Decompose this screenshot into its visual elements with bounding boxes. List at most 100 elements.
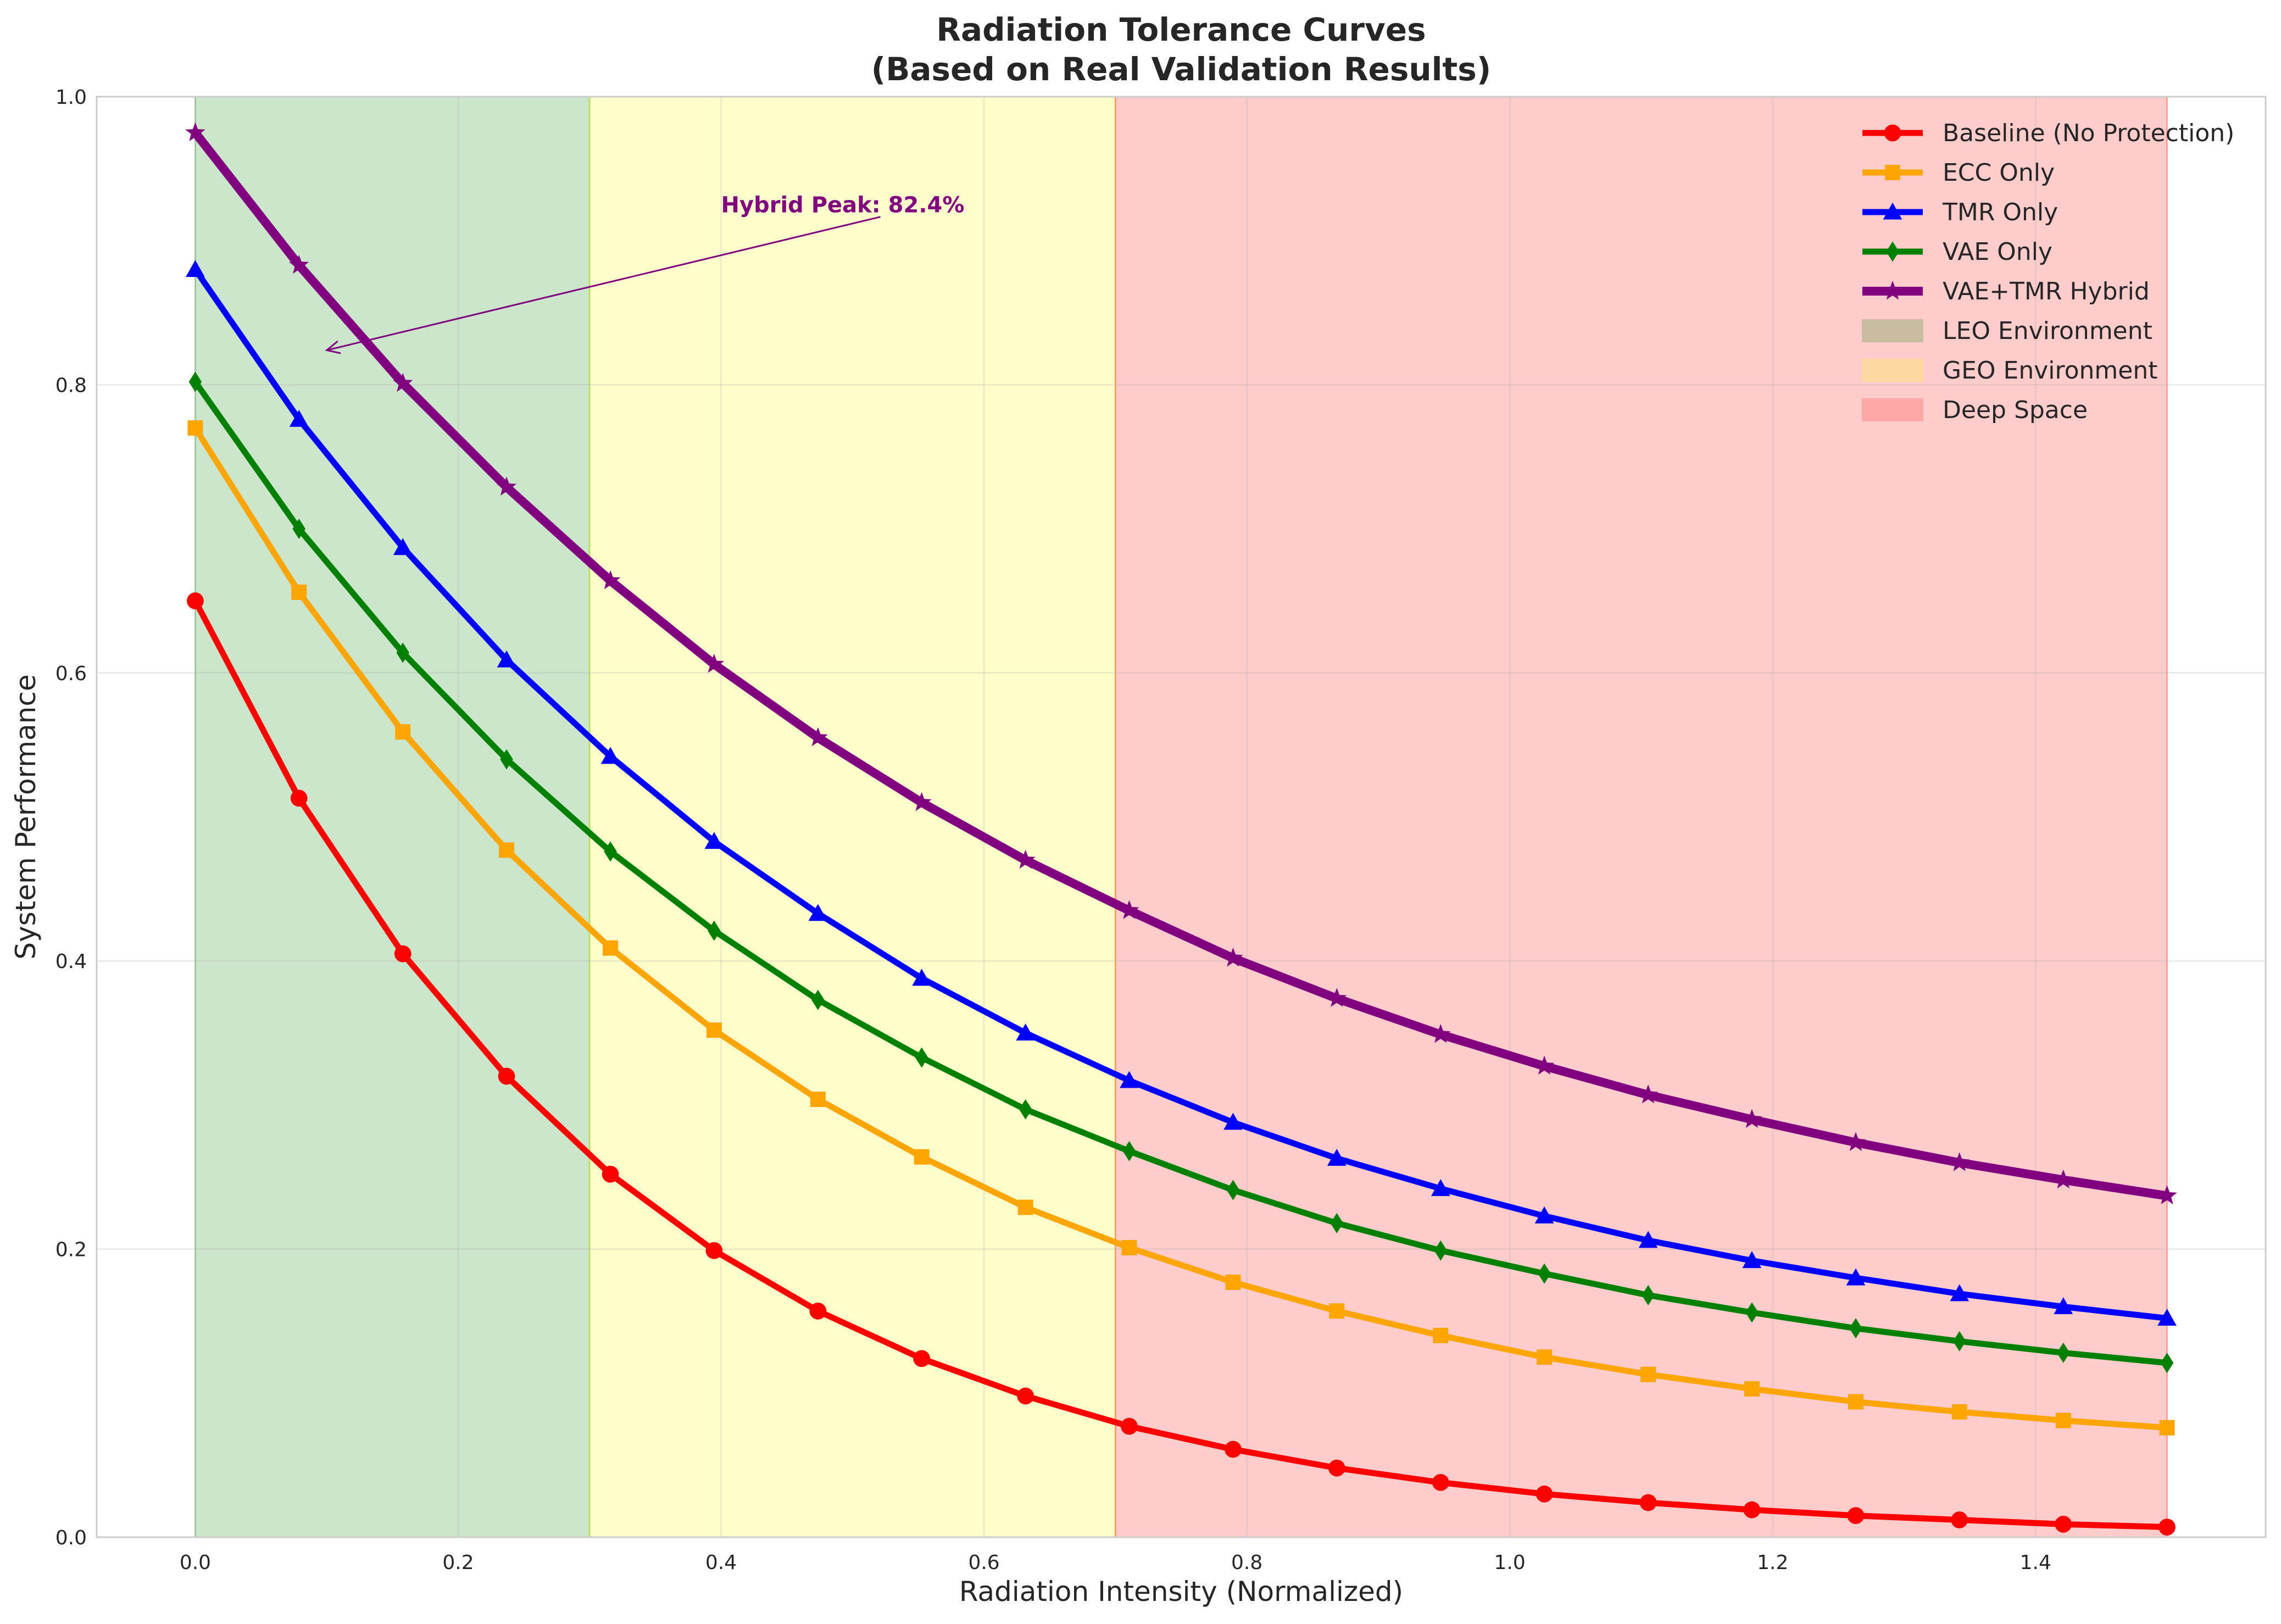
series-2-point-12 [1329, 1303, 1345, 1319]
series-3-point-4 [497, 650, 516, 668]
series-3-point-7 [808, 904, 828, 921]
x-tick-label-7: 1.4 [2020, 1551, 2051, 1574]
y-tick-label-3: 0.6 [55, 663, 87, 685]
series-2-point-20 [2159, 1420, 2175, 1436]
series-4-point-20 [2160, 1353, 2174, 1373]
series-4-point-7 [811, 989, 825, 1010]
series-1-point-1 [187, 592, 204, 610]
series-5-point-18 [1949, 1152, 1970, 1171]
series-5-point-17 [1845, 1132, 1866, 1151]
series-3-point-14 [1534, 1206, 1554, 1223]
legend-label-4: VAE Only [1943, 238, 2052, 266]
series-2-point-7 [810, 1091, 826, 1107]
series-5-point-15 [1638, 1084, 1659, 1104]
series-5-point-8 [911, 792, 932, 811]
series-1-point-11 [1225, 1441, 1242, 1458]
legend-label-region-1: LEO Environment [1943, 317, 2152, 345]
series-3-point-13 [1431, 1179, 1450, 1197]
series-4-point-8 [915, 1047, 928, 1068]
series-1-point-10 [1121, 1417, 1138, 1435]
series-3-point-20 [2157, 1309, 2177, 1326]
series-5-point-6 [704, 654, 724, 673]
series-5-point-13 [1431, 1024, 1451, 1043]
series-1-point-9 [1017, 1387, 1034, 1405]
series-2-point-18 [1951, 1404, 1967, 1420]
series-2-point-6 [706, 1022, 722, 1038]
series-4-point-19 [2056, 1342, 2070, 1363]
series-5-point-10 [1119, 900, 1139, 919]
x-tick-label-3: 0.6 [968, 1551, 999, 1574]
x-axis-label: Radiation Intensity (Normalized) [959, 1576, 1403, 1608]
series-1-point-13 [1432, 1473, 1449, 1491]
series-3-point-17 [1846, 1268, 1866, 1286]
region-2 [589, 97, 1116, 1537]
axis-ticks: 0.0 0.2 0.4 0.6 0.8 1.0 1.2 1.4 0.0 0.2 0.4 0.6 0.8 1… [55, 86, 2051, 1574]
legend-marker-5 [1882, 281, 1903, 300]
series-2-point-5 [603, 940, 619, 956]
legend-label-region-2: GEO Environment [1943, 357, 2157, 385]
series-4-point-9 [1019, 1099, 1032, 1120]
series-line-1 [192, 598, 2170, 1531]
legend-swatch-region-1 [1862, 319, 1923, 342]
series-2-point-17 [1848, 1394, 1863, 1410]
series-2-point-1 [187, 420, 203, 436]
y-tick-label-0: 0.0 [55, 1527, 87, 1549]
series-3-point-10 [1120, 1071, 1139, 1088]
series-2-point-19 [2055, 1412, 2071, 1428]
series-line-5 [191, 128, 2172, 1200]
series-4-point-3 [396, 642, 410, 663]
series-5-point-5 [600, 570, 621, 589]
series-4-point-15 [1642, 1285, 1655, 1305]
x-tick-label-1: 0.2 [442, 1551, 474, 1574]
plot-frame [96, 96, 2267, 1538]
series-4-point-14 [1538, 1263, 1551, 1284]
series-3-point-6 [704, 832, 724, 849]
series-1-point-8 [913, 1350, 931, 1367]
series-3-point-2 [289, 409, 309, 427]
series-3-point-12 [1327, 1149, 1347, 1166]
series-5-point-14 [1534, 1055, 1555, 1075]
series-2-point-9 [1017, 1199, 1033, 1215]
series-4-point-16 [1745, 1302, 1759, 1323]
series-5-point-7 [808, 727, 828, 747]
data-series [185, 122, 2177, 1536]
series-1-point-12 [1328, 1459, 1345, 1477]
legend-label-3: TMR Only [1942, 198, 2058, 226]
series-1 [187, 592, 2176, 1536]
series-1-point-2 [290, 789, 308, 807]
series-line-3 [192, 266, 2170, 1321]
series-5-point-16 [1742, 1109, 1762, 1128]
series-5-point-2 [289, 254, 309, 274]
legend-marker-1 [1884, 124, 1901, 142]
y-tick-label-1: 0.2 [55, 1239, 87, 1261]
legend-swatch-region-3 [1862, 398, 1923, 421]
legend: Baseline (No Protection) ECC Only TMR Only… [1862, 119, 2234, 424]
series-5-point-1 [185, 122, 205, 141]
series-3-point-9 [1016, 1023, 1036, 1041]
series-2-point-2 [291, 584, 307, 600]
series-4-point-10 [1122, 1141, 1136, 1161]
series-1-point-20 [2158, 1519, 2176, 1536]
y-tick-label-5: 1.0 [55, 86, 87, 109]
series-4 [188, 371, 2174, 1373]
series-3-point-8 [912, 969, 932, 986]
legend-label-region-3: Deep Space [1943, 396, 2088, 424]
series-4-point-13 [1434, 1240, 1448, 1261]
series-2-point-10 [1121, 1239, 1137, 1255]
series-2-point-8 [914, 1149, 930, 1165]
series-2-point-11 [1225, 1274, 1241, 1290]
series-4-point-5 [604, 841, 617, 862]
legend-label-2: ECC Only [1943, 159, 2055, 187]
series-3-point-3 [393, 538, 413, 555]
region-3 [1115, 97, 2167, 1537]
x-tick-label-2: 0.4 [705, 1551, 737, 1574]
chart-title-line-2: (Based on Real Validation Results) [871, 51, 1492, 88]
annotation-arrow-head [325, 340, 341, 354]
series-4-point-12 [1330, 1213, 1344, 1233]
series-3-point-18 [1950, 1284, 1970, 1302]
series-5-point-3 [393, 372, 413, 392]
series-2-point-15 [1640, 1366, 1656, 1382]
legend-label-1: Baseline (No Protection) [1943, 119, 2234, 147]
series-1-point-7 [809, 1302, 827, 1320]
series-2 [187, 420, 2175, 1436]
